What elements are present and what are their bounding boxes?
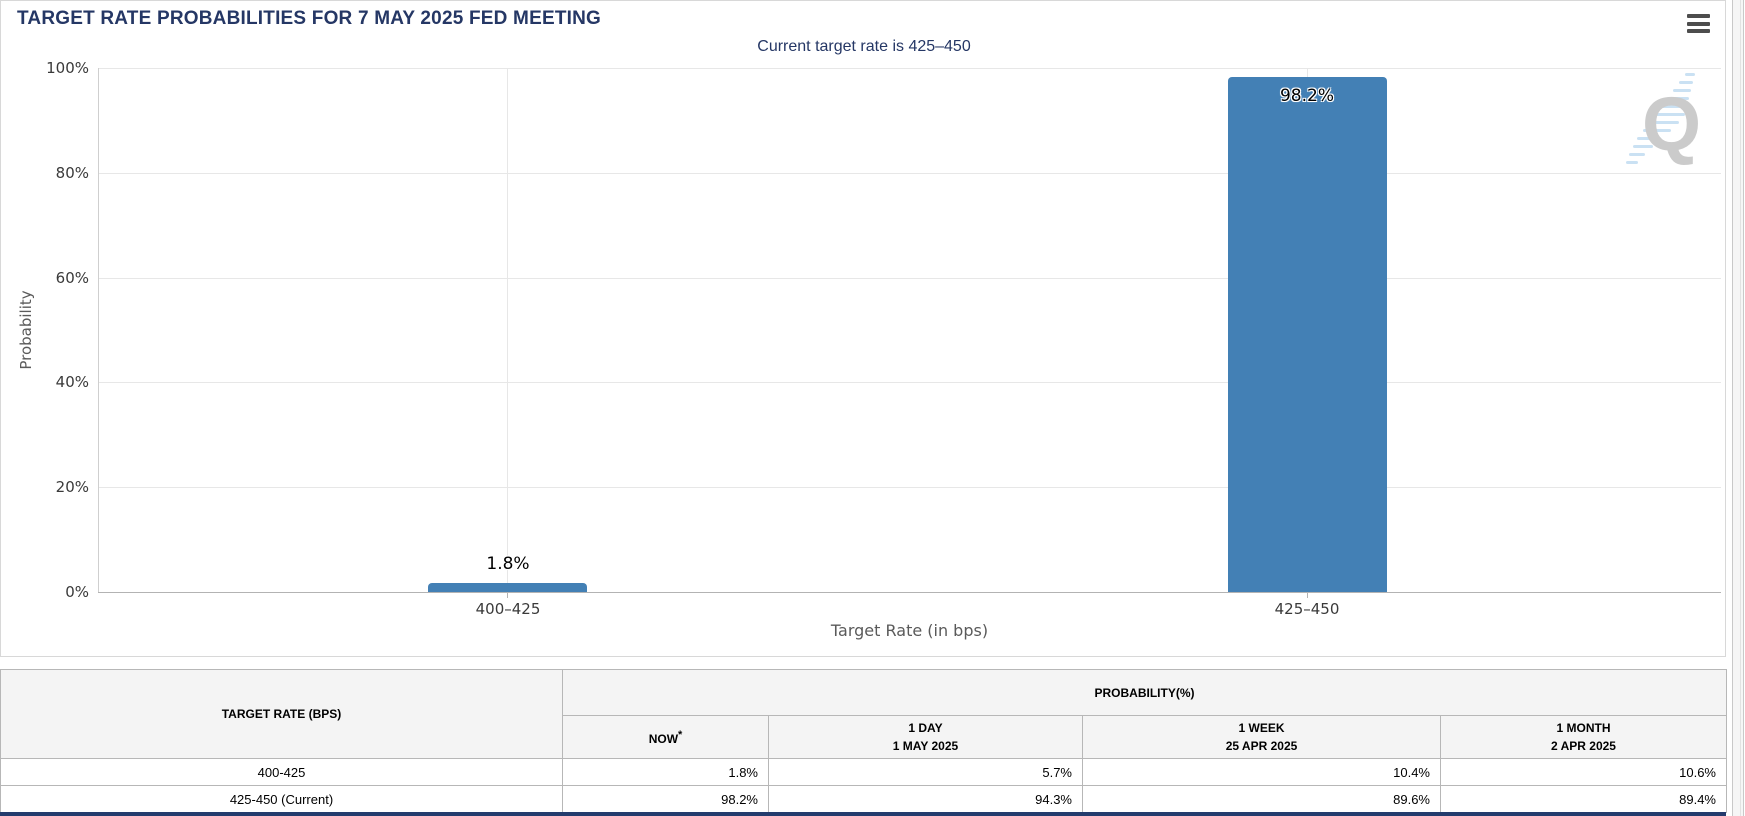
- y-tick-label: 0%: [65, 583, 89, 601]
- col-header-1month: 1 MONTH 2 APR 2025: [1440, 715, 1727, 759]
- page-title: TARGET RATE PROBABILITIES FOR 7 MAY 2025…: [17, 8, 601, 29]
- col-header-1week: 1 WEEK 25 APR 2025: [1082, 715, 1441, 759]
- bar-value-label: 1.8%: [486, 553, 530, 574]
- chart-panel: TARGET RATE PROBABILITIES FOR 7 MAY 2025…: [0, 0, 1726, 657]
- y-tick-label: 80%: [55, 164, 89, 182]
- quikstrike-watermark-logo: Q: [1619, 65, 1729, 180]
- x-tick-label: 425–450: [1274, 600, 1340, 618]
- x-tick-mark: [1307, 592, 1308, 598]
- col-header-1day-date: 1 MAY 2025: [892, 739, 959, 753]
- col-header-1month-date: 2 APR 2025: [1551, 739, 1616, 753]
- bar-value-label: 98.2%: [1279, 86, 1334, 107]
- x-tick-mark: [507, 592, 508, 598]
- cell-1week: 10.4%: [1082, 758, 1441, 786]
- cell-rate: 400-425: [0, 758, 563, 786]
- x-axis-title: Target Rate (in bps): [830, 621, 989, 640]
- col-header-target-rate: TARGET RATE (BPS): [0, 669, 563, 759]
- hamburger-menu-icon[interactable]: [1687, 14, 1710, 34]
- gridline-60: [98, 278, 1721, 279]
- probability-table: TARGET RATE (BPS) PROBABILITY(%) NOW* 1 …: [0, 669, 1727, 813]
- table-row: 425-450 (Current) 98.2% 94.3% 89.6% 89.4…: [0, 785, 1727, 813]
- chart-subtitle: Current target rate is 425–450: [757, 38, 971, 55]
- y-tick-label: 20%: [55, 478, 89, 496]
- y-tick-label: 40%: [55, 373, 89, 391]
- gridline-100: [98, 68, 1721, 69]
- next-row-header-strip: [0, 812, 1726, 816]
- vertical-gridline: [507, 68, 508, 592]
- cell-1day: 5.7%: [768, 758, 1083, 786]
- y-tick-label: 60%: [55, 269, 89, 287]
- cell-1month: 89.4%: [1440, 785, 1727, 813]
- y-axis-title: Probability: [17, 290, 35, 370]
- cell-rate: 425-450 (Current): [0, 785, 563, 813]
- col-header-1week-text: 1 WEEK: [1238, 721, 1285, 735]
- table-row: 400-425 1.8% 5.7% 10.4% 10.6%: [0, 758, 1727, 786]
- watermark-q-letter: Q: [1642, 82, 1702, 167]
- bar-425-450[interactable]: [1228, 77, 1387, 592]
- col-header-1month-text: 1 MONTH: [1556, 721, 1611, 735]
- col-header-1day-text: 1 DAY: [908, 721, 943, 735]
- cell-now: 1.8%: [562, 758, 769, 786]
- x-tick-label: 400–425: [475, 600, 541, 618]
- cell-now: 98.2%: [562, 785, 769, 813]
- asterisk-note: *: [678, 728, 683, 741]
- vertical-scrollbar[interactable]: [1732, 0, 1744, 816]
- x-axis-line: [98, 592, 1721, 593]
- y-tick-label: 100%: [46, 59, 89, 77]
- y-axis-line: [98, 68, 99, 592]
- gridline-20: [98, 487, 1721, 488]
- cell-1day: 94.3%: [768, 785, 1083, 813]
- col-header-1day: 1 DAY 1 MAY 2025: [768, 715, 1083, 759]
- col-header-1week-date: 25 APR 2025: [1225, 739, 1298, 753]
- cell-1week: 89.6%: [1082, 785, 1441, 813]
- gridline-40: [98, 382, 1721, 383]
- gridline-80: [98, 173, 1721, 174]
- cell-1month: 10.6%: [1440, 758, 1727, 786]
- col-header-probability-group: PROBABILITY(%): [562, 669, 1727, 716]
- col-header-now: NOW*: [562, 715, 769, 759]
- bar-400-425[interactable]: [428, 582, 587, 592]
- col-header-now-text: NOW: [648, 731, 679, 746]
